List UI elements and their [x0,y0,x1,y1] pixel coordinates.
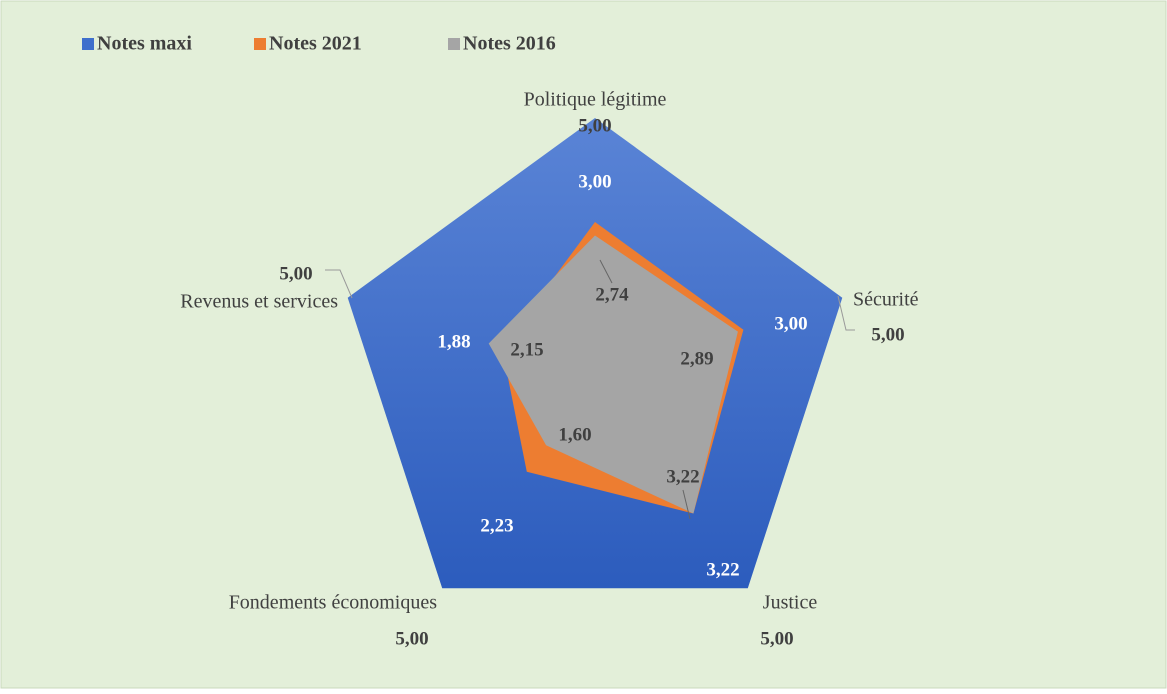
legend-swatch [82,38,94,50]
value-label: 5,00 [578,115,611,136]
value-label: 2,74 [595,284,629,305]
leader-line [325,269,353,299]
value-label: 3,00 [774,313,807,334]
legend-swatch [448,38,460,50]
value-label: 3,00 [578,171,611,192]
value-label: 5,00 [395,628,428,649]
radar-area [488,235,738,514]
value-label: 2,89 [680,348,713,369]
category-label: Sécurité [853,289,919,311]
leader-line [599,259,613,284]
leader-line [837,295,855,331]
value-label: 3,22 [666,466,699,487]
category-label: Justice [763,592,818,614]
category-label: Fondements économiques [229,592,438,614]
legend-label: Notes maxi [97,33,192,55]
value-label: 2,15 [510,339,543,360]
value-label: 5,00 [760,628,793,649]
category-label: Politique légitime [524,89,667,111]
leader-line [682,489,691,520]
value-label: 5,00 [871,324,904,345]
value-label: 1,88 [437,331,470,352]
value-label: 2,23 [480,515,513,536]
legend-swatch [254,38,266,50]
legend-label: Notes 2016 [463,33,556,55]
value-label: 3,22 [706,559,739,580]
value-label: 5,00 [279,263,312,284]
value-label: 1,60 [558,424,591,445]
category-label: Revenus et services [180,291,338,313]
legend-label: Notes 2021 [269,33,362,55]
